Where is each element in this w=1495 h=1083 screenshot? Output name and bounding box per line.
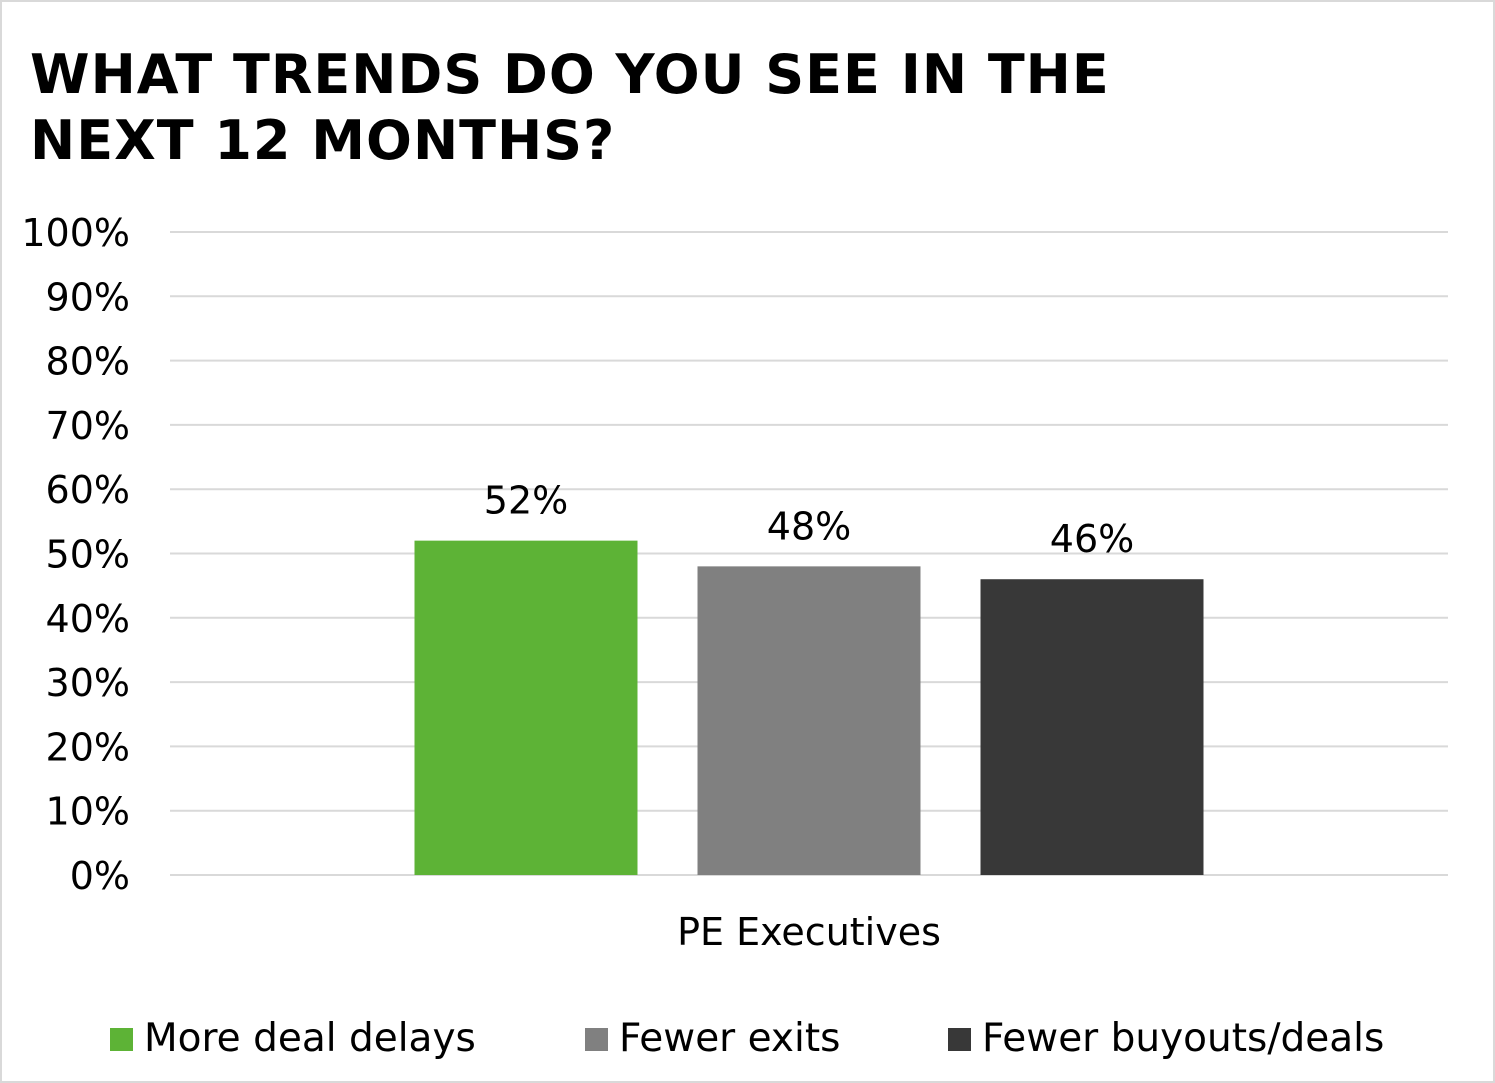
bar-data-label: 52% — [484, 479, 568, 523]
legend-item: Fewer exits — [585, 1014, 840, 1064]
y-tick-label: 80% — [46, 340, 130, 384]
y-tick-label: 30% — [46, 661, 130, 705]
legend-label: Fewer exits — [619, 1016, 841, 1061]
y-tick-label: 50% — [46, 533, 130, 577]
y-tick-label: 0% — [70, 854, 130, 898]
y-tick-label: 90% — [46, 275, 130, 319]
chart-legend: More deal delays Fewer exits Fewer buyouts… — [2, 1014, 1493, 1064]
bar-data-label: 46% — [1050, 517, 1134, 561]
legend-swatch — [948, 1027, 971, 1051]
bar-chart: 0% 10% 20% 30% 40% 50% 60% 70% 80% 90% 100% 52% 48% 4… — [21, 211, 1448, 954]
y-tick-label: 100% — [21, 211, 130, 255]
legend-label: More deal delays — [144, 1016, 476, 1061]
y-tick-label: 40% — [46, 597, 130, 641]
y-tick-label: 60% — [46, 468, 130, 512]
y-tick-label: 20% — [46, 725, 130, 769]
legend-swatch — [585, 1027, 608, 1051]
chart-title: WHAT TRENDS DO YOU SEE IN THE NEXT 12 MO… — [30, 43, 1110, 172]
y-tick-label: 70% — [46, 404, 130, 448]
legend-item: More deal delays — [110, 1014, 476, 1064]
legend-label: Fewer buyouts/deals — [982, 1016, 1385, 1061]
bar-data-label: 48% — [767, 504, 851, 548]
bar-fewer-exits — [697, 566, 921, 875]
x-category-label: PE Executives — [677, 910, 941, 954]
bar-fewer-buyouts-deals — [980, 579, 1204, 875]
legend-swatch — [110, 1027, 133, 1051]
y-tick-label: 10% — [46, 790, 130, 834]
legend-item: Fewer buyouts/deals — [948, 1014, 1384, 1064]
bar-more-deal-delays — [414, 540, 638, 875]
